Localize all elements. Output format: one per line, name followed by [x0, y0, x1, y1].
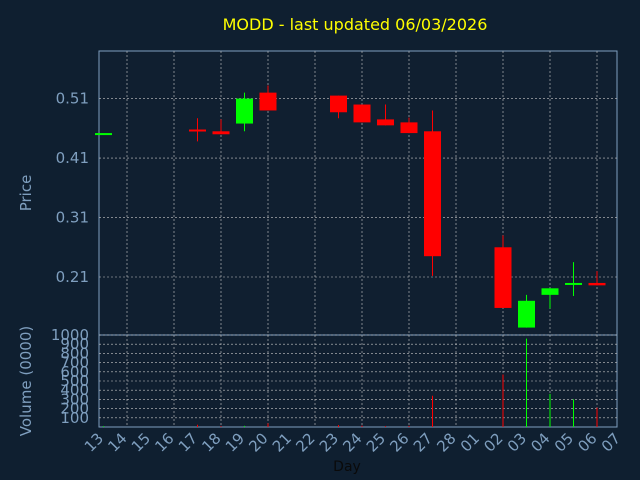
candle-body [565, 282, 582, 285]
candle-body [377, 119, 394, 126]
volume-axis-label: Volume (0000) [17, 326, 35, 436]
price-tick-label: 0.31 [56, 209, 89, 227]
chart-title: MODD - last updated 06/03/2026 [223, 15, 488, 34]
candle-body [494, 247, 512, 308]
candle-body [424, 131, 441, 257]
candle-body [330, 95, 347, 113]
candle-02 [494, 235, 512, 308]
x-axis-ticks: 1314151617181920212223242526272801020304… [81, 429, 624, 455]
candle-26 [400, 117, 418, 134]
candle-19 [236, 92, 253, 132]
candle-18 [212, 119, 230, 135]
candle-body [541, 288, 559, 295]
volume-tick-label: 200 [60, 400, 89, 418]
price-tick-label: 0.41 [56, 149, 89, 167]
volume-bars [103, 338, 598, 427]
volume-tick-label: 1000 [51, 326, 89, 344]
candle-23 [330, 95, 347, 119]
candle-06 [588, 271, 606, 286]
candle-body [353, 104, 371, 123]
price-candles [95, 85, 606, 328]
candle-body [518, 300, 535, 328]
price-y-ticks: 0.21 0.31 0.41 0.51 [56, 90, 89, 286]
candle-24 [353, 104, 371, 123]
candle-17 [189, 118, 206, 142]
candle-27 [424, 110, 441, 276]
candle-20 [259, 85, 277, 111]
volume-tick-label: 600 [60, 363, 89, 381]
candle-03 [518, 294, 535, 328]
price-plot-frame [98, 50, 618, 336]
candle-body [236, 98, 253, 124]
candle-25 [377, 104, 394, 126]
candle-body [400, 122, 418, 134]
volume-tick-label: 400 [60, 381, 89, 399]
candle-body [259, 92, 277, 111]
price-axis-label: Price [17, 175, 35, 212]
volume-tick-label: 100 [60, 409, 89, 427]
candle-body [95, 133, 112, 136]
volume-tick-label: 700 [60, 354, 89, 372]
price-gridlines [99, 51, 617, 335]
candle-body [212, 131, 230, 135]
candle-body [588, 282, 606, 286]
volume-tick-label: 500 [60, 372, 89, 390]
volume-tick-label: 800 [60, 344, 89, 362]
volume-tick-label: 900 [60, 335, 89, 353]
volume-plot-frame [98, 334, 618, 428]
price-tick-label: 0.51 [56, 90, 89, 108]
x-axis-label: Day [333, 459, 361, 475]
price-panel: 0.21 0.31 0.41 0.51 Price [17, 50, 618, 336]
candle-05 [565, 262, 582, 297]
candle-04 [541, 288, 559, 309]
candle-body [189, 129, 206, 132]
volume-tick-label: 300 [60, 390, 89, 408]
candle-13 [95, 133, 112, 136]
price-tick-label: 0.21 [56, 268, 89, 286]
